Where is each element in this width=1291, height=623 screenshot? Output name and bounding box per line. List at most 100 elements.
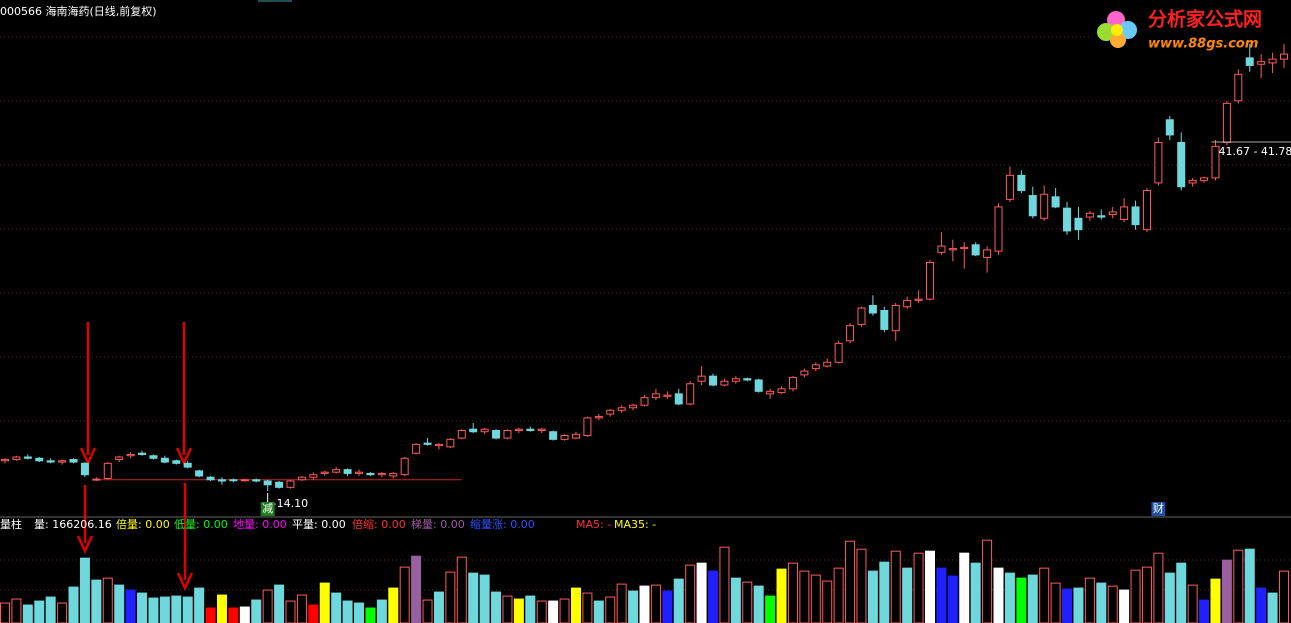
- candle-body: [183, 462, 192, 468]
- candle-body: [914, 298, 923, 301]
- volume-bar: [468, 572, 479, 623]
- volume-bar: [616, 583, 627, 623]
- candle-body: [526, 428, 535, 431]
- volume-bar: [22, 604, 33, 623]
- candle-body: [355, 471, 364, 474]
- candle-body: [1028, 195, 1037, 217]
- event-label: 财: [1153, 501, 1164, 515]
- volume-bar: [1016, 577, 1027, 623]
- candle-body: [743, 378, 752, 381]
- candle-body: [617, 407, 626, 411]
- volume-bar: [1039, 567, 1050, 623]
- volume-bar: [1096, 582, 1107, 623]
- candle-body: [1257, 61, 1266, 65]
- candle-body: [766, 390, 775, 395]
- volume-bar: [708, 570, 719, 623]
- candle-body: [777, 388, 786, 394]
- volume-bar: [639, 585, 650, 623]
- candle-body: [1074, 217, 1083, 231]
- candle-body: [560, 435, 569, 440]
- candle-body: [1268, 58, 1277, 64]
- volume-legend: 量: 166206.16: [34, 518, 112, 531]
- candle-body: [263, 480, 272, 486]
- volume-bar: [1267, 592, 1278, 623]
- annotation: 41.67 - 41.78: [1218, 145, 1291, 158]
- event-box: [260, 502, 275, 516]
- volume-bar: [605, 596, 616, 623]
- candle-body: [160, 457, 169, 463]
- volume-bar: [239, 606, 250, 623]
- candle-body: [1108, 211, 1117, 216]
- volume-bar: [34, 600, 45, 623]
- candle-body: [35, 457, 44, 462]
- candle-body: [275, 481, 284, 488]
- volume-legend: 倍量: 0.00: [116, 517, 170, 531]
- candle-body: [629, 404, 638, 409]
- volume-bar: [799, 570, 810, 623]
- volume-bar: [491, 591, 502, 623]
- volume-bar: [148, 597, 159, 623]
- candle-body: [880, 309, 889, 330]
- volume-bar: [810, 574, 821, 623]
- candle-body: [480, 428, 489, 433]
- volume-bar: [536, 600, 547, 623]
- volume-bar: [0, 602, 10, 623]
- volume-bar: [1073, 587, 1084, 623]
- volume-bar: [1210, 578, 1221, 623]
- volume-legend: MA35: -: [614, 518, 656, 531]
- candle-body: [492, 429, 501, 439]
- volume-bar: [182, 596, 193, 623]
- candle-body: [549, 431, 558, 440]
- volume-bar: [845, 540, 856, 623]
- volume-bar: [856, 548, 867, 623]
- volume-bar: [662, 590, 673, 623]
- candle-body: [46, 460, 55, 463]
- volume-bar: [1279, 570, 1289, 623]
- volume-bar: [787, 562, 798, 623]
- candle-body: [994, 206, 1003, 252]
- candle-body: [332, 469, 341, 473]
- candle-body: [1097, 215, 1106, 218]
- candle-body: [1085, 212, 1094, 218]
- candle-body: [651, 393, 660, 399]
- volume-bar: [1050, 582, 1061, 623]
- candle-body: [937, 245, 946, 253]
- volume-bar: [342, 600, 353, 623]
- candle-body: [343, 469, 352, 474]
- candle-body: [446, 438, 455, 448]
- volume-bar: [776, 568, 787, 623]
- volume-bar: [354, 602, 365, 623]
- volume-bar: [228, 607, 239, 623]
- candle-body: [366, 472, 375, 476]
- volume-bar: [822, 580, 833, 623]
- candle-body: [434, 443, 443, 447]
- volume-bar: [1164, 572, 1175, 623]
- candle-body: [983, 249, 992, 258]
- volume-bar: [982, 539, 993, 623]
- candle-body: [925, 262, 934, 300]
- candle-body: [12, 456, 21, 461]
- volume-bar: [251, 599, 262, 623]
- volume-bar: [742, 581, 753, 623]
- volume-bar: [194, 587, 205, 623]
- candle-body: [834, 342, 843, 363]
- candle-body: [1200, 177, 1209, 181]
- volume-bar: [1084, 577, 1095, 623]
- volume-bar: [525, 595, 536, 623]
- candle-body: [846, 325, 855, 342]
- candle-body: [58, 460, 67, 463]
- logo-petal: [1097, 23, 1115, 41]
- volume-bar: [433, 591, 444, 623]
- volume-bar: [445, 571, 456, 623]
- candle-body: [412, 443, 421, 454]
- logo-petal: [1110, 32, 1126, 48]
- candle-body: [788, 376, 797, 390]
- volume-legend: 梯量: 0.00: [411, 518, 465, 531]
- candle-body: [457, 429, 466, 439]
- candle-body: [252, 479, 261, 482]
- candle-body: [811, 364, 820, 370]
- volume-bar: [262, 589, 273, 623]
- candle-body: [1131, 206, 1140, 226]
- candle-body: [149, 455, 158, 459]
